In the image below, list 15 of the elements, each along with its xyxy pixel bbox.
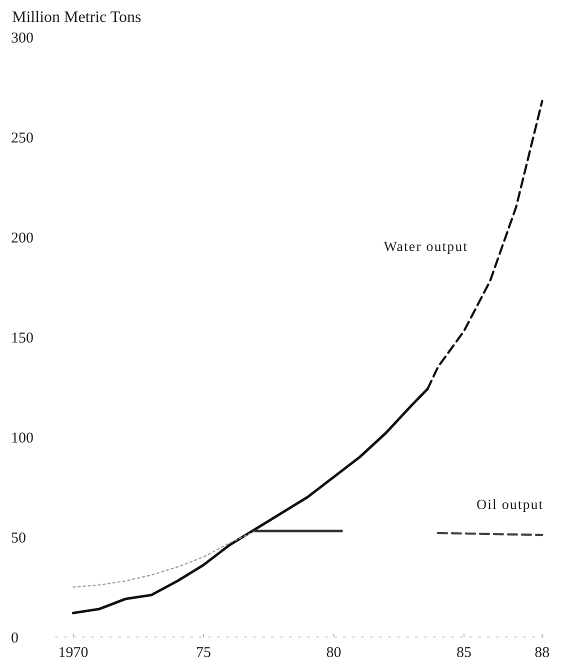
y-tick-label: 50 [11, 530, 26, 546]
x-tick-label: 1970 [58, 645, 88, 660]
x-tick-label: 80 [326, 645, 342, 660]
y-tick-label: 0 [11, 630, 18, 646]
series-label: Oil output [476, 498, 544, 513]
y-axis-title: Million Metric Tons [12, 9, 142, 26]
y-tick-label: 200 [11, 230, 34, 246]
y-tick-label: 150 [11, 330, 34, 346]
x-tick-label: 88 [534, 645, 550, 660]
y-tick-label: 100 [11, 430, 34, 446]
y-tick-label: 250 [11, 130, 34, 146]
y-tick-label: 300 [11, 30, 34, 46]
x-tick-label: 75 [196, 645, 211, 660]
x-tick-label: 85 [456, 645, 472, 660]
text: Water output [384, 240, 468, 255]
